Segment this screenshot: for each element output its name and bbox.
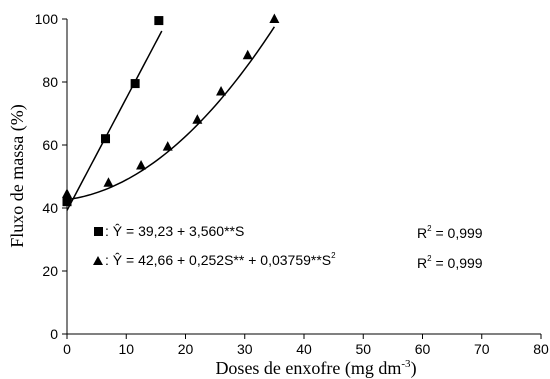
triangle-point [192, 114, 203, 124]
x-tick-label: 60 [415, 341, 431, 357]
x-tick-label: 80 [533, 341, 549, 357]
y-tick-label: 40 [42, 200, 58, 216]
x-axis-title-main: Doses de enxofre (mg dm [215, 358, 401, 379]
x-tick-label: 20 [178, 341, 194, 357]
x-tick-label: 10 [118, 341, 134, 357]
axes [66, 19, 541, 335]
triangle-point [62, 188, 72, 198]
y-tick-label: 80 [42, 74, 58, 90]
triangle-point [162, 141, 173, 151]
y-axis-title: Fluxo de massa (%) [7, 104, 28, 247]
r2-quadratic-label: R [417, 255, 427, 271]
triangle-point [242, 49, 253, 60]
linear-fit-line [66, 30, 163, 211]
fit-lines [66, 26, 276, 211]
legend-marker-triangle [93, 256, 103, 265]
y-tick-label: 20 [42, 263, 58, 279]
legend: : Ŷ = 39,23 + 3,560**S R2 = 0,999 : Ŷ = … [93, 223, 483, 271]
triangle-point [216, 85, 227, 96]
y-tick-label: 100 [35, 11, 59, 27]
ticks: 0 10 20 30 40 50 60 70 80 0 20 40 60 80 100 [35, 11, 549, 357]
y-tick-label: 60 [42, 137, 58, 153]
triangle-point [136, 159, 147, 170]
r2-quadratic-value: = 0,999 [432, 255, 483, 271]
x-tick-label: 30 [237, 341, 253, 357]
r2-linear-sup: 2 [427, 224, 432, 233]
equation-quadratic-sup: 2 [331, 251, 336, 260]
square-point [130, 79, 140, 89]
square-point [101, 134, 111, 144]
triangle-point [103, 177, 114, 187]
r2-linear-label: R [417, 225, 427, 241]
x-tick-label: 50 [355, 341, 371, 357]
r2-quadratic-sup: 2 [427, 254, 432, 263]
equation-quadratic-main: : Ŷ = 42,66 + 0,252S** + 0,03759**S [105, 252, 331, 268]
quadratic-fit-line [66, 26, 276, 201]
x-axis-title: Doses de enxofre (mg dm-3) [215, 358, 416, 379]
data-points [62, 13, 280, 207]
y-tick-label: 0 [50, 326, 58, 342]
x-tick-label: 40 [296, 341, 312, 357]
equation-quadratic: : Ŷ = 42,66 + 0,252S** + 0,03759**S2 [105, 251, 336, 268]
r2-linear-value: = 0,999 [432, 225, 483, 241]
square-point [62, 197, 72, 207]
x-tick-label: 0 [63, 341, 71, 357]
x-tick-label: 70 [474, 341, 490, 357]
r2-linear: R2 = 0,999 [417, 224, 483, 241]
square-point [154, 16, 164, 26]
equation-linear: : Ŷ = 39,23 + 3,560**S [105, 223, 244, 239]
legend-marker-square [94, 227, 103, 236]
x-axis-title-end: ) [411, 358, 417, 379]
x-axis-title-sup: -3 [401, 358, 411, 370]
triangle-point [269, 13, 280, 23]
r2-quadratic: R2 = 0,999 [417, 254, 483, 271]
